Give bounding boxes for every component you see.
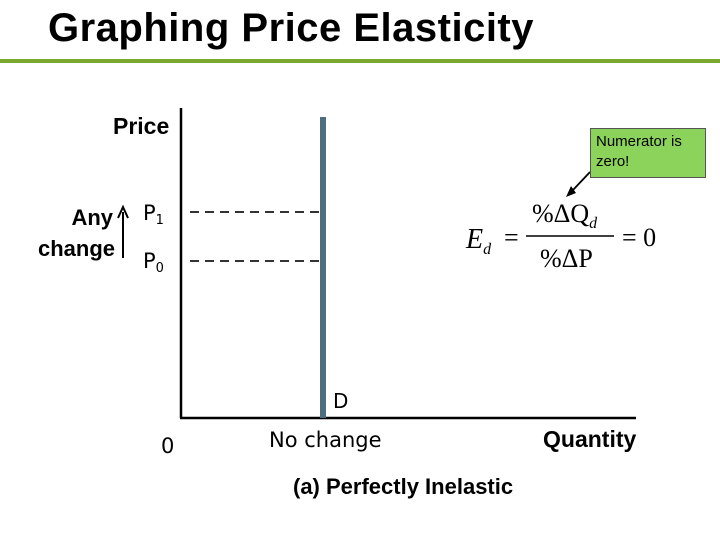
x-tick-no-change: No change [269,428,382,452]
equation-equals: = [504,223,519,252]
callout-box: Numerator is zero! [590,128,706,178]
demand-curve-label: D [333,389,348,413]
change-label-change: change [38,236,115,261]
equation-lhs: Ed [465,224,492,258]
y-axis-label: Price [113,113,169,139]
callout-arrow [572,171,591,191]
change-label-any: Any [71,205,113,230]
equation-numerator: %ΔQd [532,199,598,232]
price-p1-label: P1 [143,201,164,228]
diagram-caption: (a) Perfectly Inelastic [293,474,513,499]
x-axis-label: Quantity [543,426,636,452]
title-divider [0,59,720,63]
equation-denominator: %ΔP [540,244,593,273]
slide-title: Graphing Price Elasticity [48,6,534,50]
equation-rhs: = 0 [622,223,656,252]
change-arrow-head [117,204,129,219]
callout-arrow-head [566,186,576,197]
origin-label: 0 [161,434,174,458]
price-p0-label: P0 [143,249,164,276]
